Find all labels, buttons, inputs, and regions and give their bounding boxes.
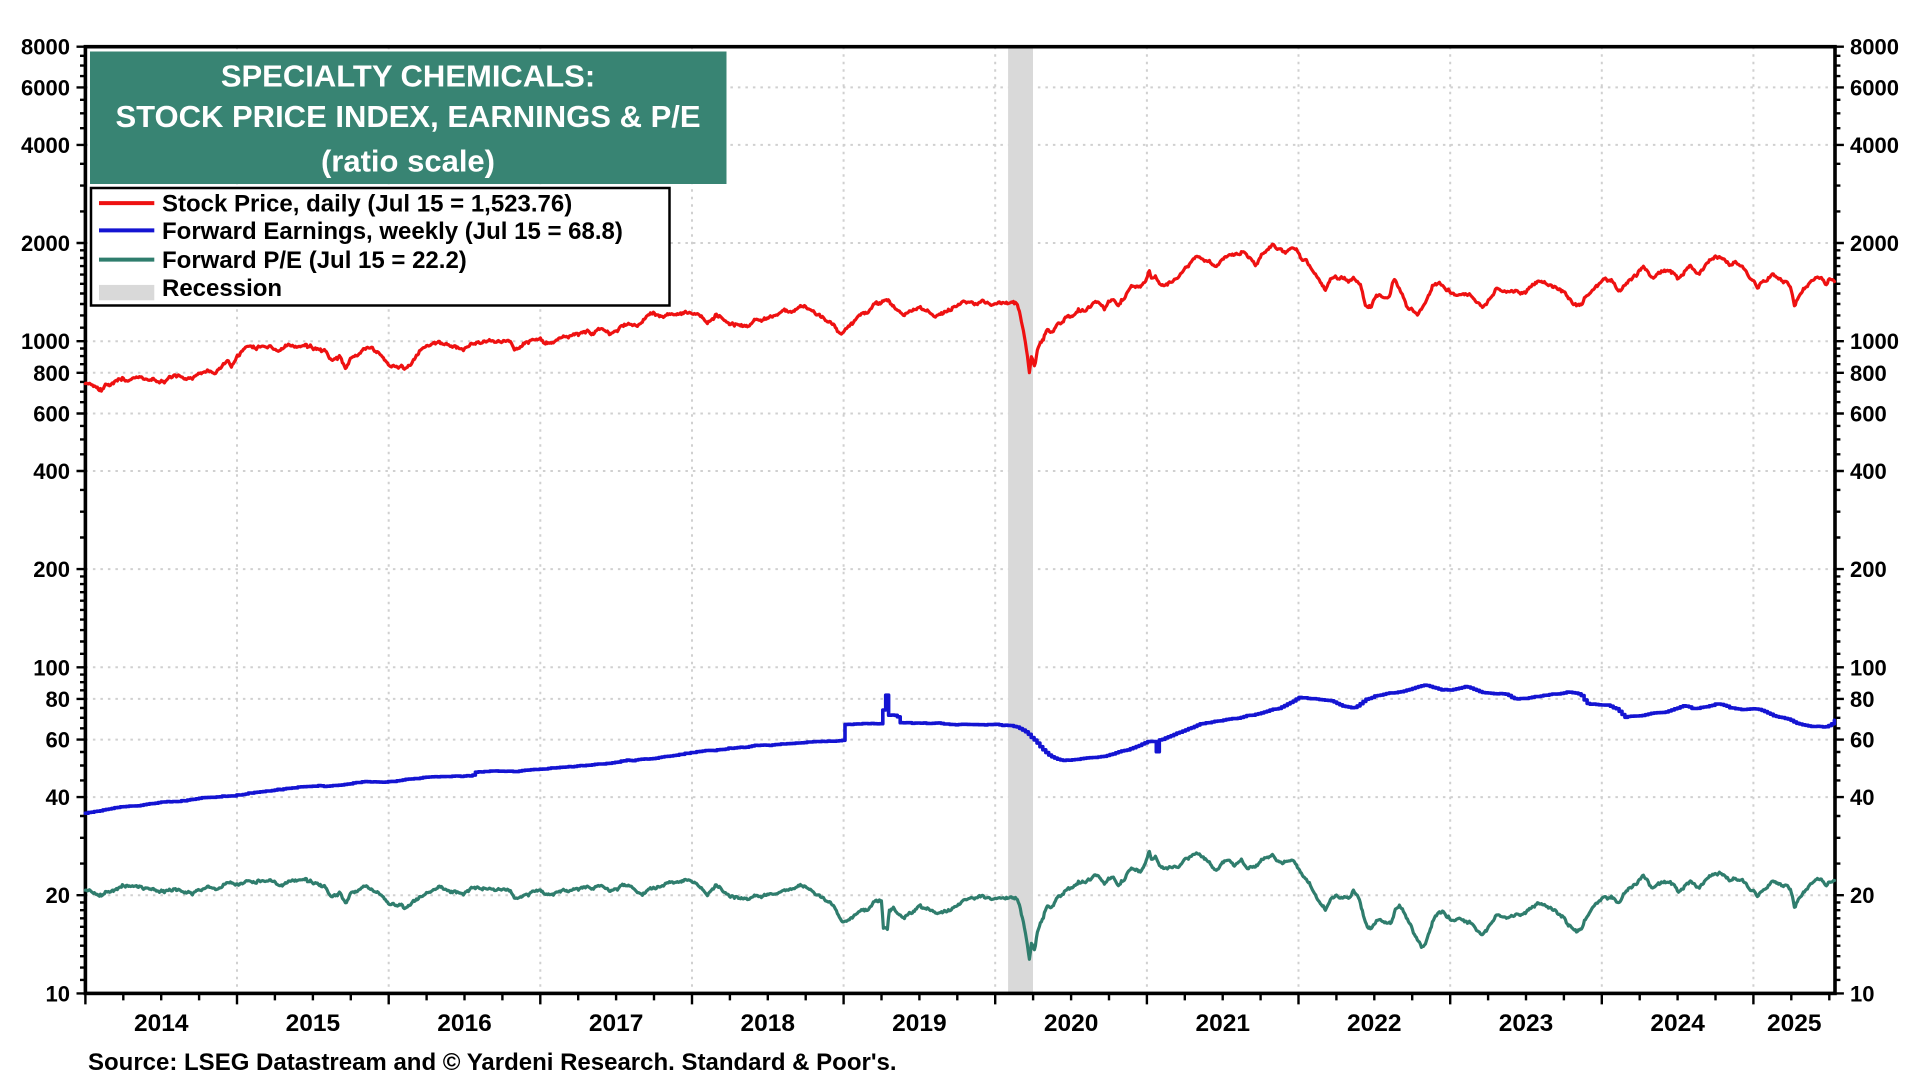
svg-text:400: 400 [33, 459, 70, 484]
svg-text:2016: 2016 [437, 1010, 492, 1037]
svg-text:Forward Earnings, weekly (Jul: Forward Earnings, weekly (Jul 15 = 68.8) [162, 218, 623, 245]
svg-text:2025: 2025 [1767, 1010, 1822, 1037]
svg-text:100: 100 [1850, 655, 1887, 680]
svg-text:8000: 8000 [21, 35, 70, 60]
svg-text:SPECIALTY CHEMICALS:: SPECIALTY CHEMICALS: [221, 59, 595, 94]
svg-text:20: 20 [1850, 883, 1874, 908]
svg-text:4000: 4000 [1850, 133, 1899, 158]
svg-text:20: 20 [46, 883, 70, 908]
svg-text:800: 800 [1850, 361, 1887, 386]
svg-text:Source: LSEG Datastream and ©: Source: LSEG Datastream and © Yardeni Re… [88, 1049, 897, 1076]
svg-text:60: 60 [46, 728, 70, 753]
svg-text:Forward P/E (Jul 15 = 22.2): Forward P/E (Jul 15 = 22.2) [162, 247, 467, 274]
svg-text:40: 40 [46, 785, 70, 810]
svg-text:2024: 2024 [1650, 1010, 1705, 1037]
svg-text:6000: 6000 [1850, 75, 1899, 100]
svg-text:100: 100 [33, 655, 70, 680]
svg-text:2017: 2017 [589, 1010, 644, 1037]
svg-text:4000: 4000 [21, 133, 70, 158]
svg-text:STOCK PRICE INDEX, EARNINGS &: STOCK PRICE INDEX, EARNINGS & P/E [115, 99, 700, 134]
svg-text:600: 600 [1850, 402, 1887, 427]
svg-text:1000: 1000 [1850, 329, 1899, 354]
svg-text:2018: 2018 [741, 1010, 796, 1037]
svg-text:(ratio scale): (ratio scale) [321, 144, 495, 179]
svg-text:200: 200 [1850, 557, 1887, 582]
svg-text:2021: 2021 [1195, 1010, 1250, 1037]
svg-text:400: 400 [1850, 459, 1887, 484]
svg-text:Recession: Recession [162, 275, 282, 302]
svg-text:2000: 2000 [21, 231, 70, 256]
svg-text:2022: 2022 [1347, 1010, 1402, 1037]
svg-text:Stock Price, daily (Jul 15 = 1: Stock Price, daily (Jul 15 = 1,523.76) [162, 191, 572, 218]
svg-text:2023: 2023 [1499, 1010, 1554, 1037]
svg-text:2000: 2000 [1850, 231, 1899, 256]
svg-text:6000: 6000 [21, 75, 70, 100]
svg-text:2019: 2019 [892, 1010, 947, 1037]
svg-text:10: 10 [1850, 981, 1874, 1006]
svg-text:2014: 2014 [134, 1010, 189, 1037]
svg-text:40: 40 [1850, 785, 1874, 810]
svg-text:2015: 2015 [286, 1010, 341, 1037]
svg-text:600: 600 [33, 402, 70, 427]
svg-text:8000: 8000 [1850, 35, 1899, 60]
svg-text:200: 200 [33, 557, 70, 582]
svg-text:10: 10 [46, 981, 70, 1006]
svg-text:80: 80 [1850, 687, 1874, 712]
svg-text:80: 80 [46, 687, 70, 712]
svg-text:60: 60 [1850, 728, 1874, 753]
svg-text:800: 800 [33, 361, 70, 386]
svg-text:2020: 2020 [1044, 1010, 1099, 1037]
svg-text:1000: 1000 [21, 329, 70, 354]
